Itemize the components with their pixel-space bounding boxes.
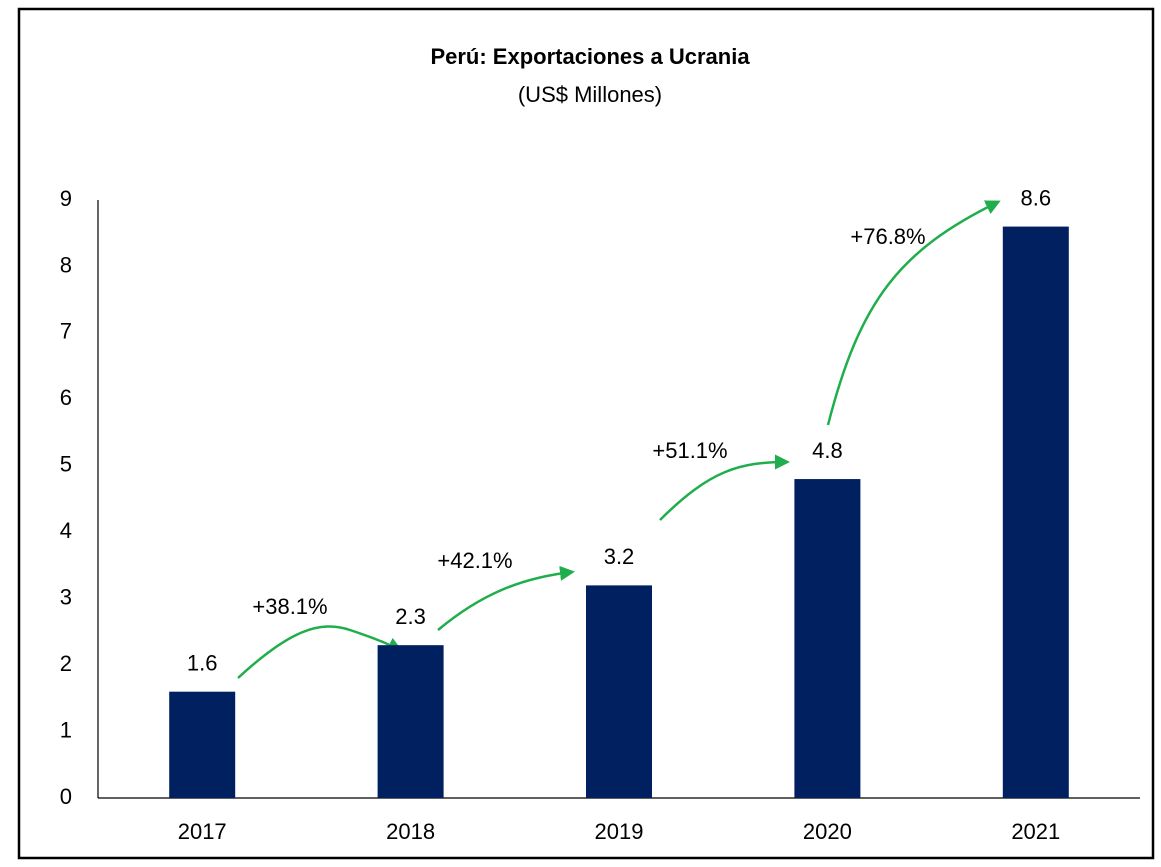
growth-label: +38.1%: [252, 594, 327, 619]
data-label: 4.8: [812, 438, 843, 463]
chart-subtitle: (US$ Millones): [518, 82, 662, 107]
y-tick-label: 3: [60, 584, 72, 609]
frame: [17, 7, 1155, 860]
x-tick-label: 2018: [386, 819, 435, 844]
growth-label: +42.1%: [437, 548, 512, 573]
y-tick-label: 7: [60, 319, 72, 344]
bar: [586, 585, 652, 798]
x-tick-label: 2019: [595, 819, 644, 844]
x-tick-label: 2020: [803, 819, 852, 844]
y-tick-label: 2: [60, 651, 72, 676]
bar: [1002, 226, 1069, 799]
x-tick-label: 2017: [178, 819, 227, 844]
data-label: 8.6: [1021, 185, 1052, 210]
bar: [169, 691, 236, 798]
data-label: 2.3: [395, 604, 426, 629]
growth-arrow: [437, 565, 575, 631]
growth-arrow: [237, 625, 403, 679]
chart-title: Perú: Exportaciones a Ucrania: [430, 44, 750, 69]
y-tick-label: 4: [60, 518, 72, 543]
data-label: 3.2: [604, 544, 635, 569]
y-tick-label: 5: [60, 452, 72, 477]
y-tick-label: 6: [60, 385, 72, 410]
growth-label: +51.1%: [652, 438, 727, 463]
y-tick-label: 8: [60, 252, 72, 277]
x-tick-label: 2021: [1011, 819, 1060, 844]
y-tick-label: 1: [60, 717, 72, 742]
bar: [794, 479, 861, 798]
y-tick-label: 9: [60, 186, 72, 211]
growth-arrow: [826, 200, 1001, 426]
bar: [377, 645, 444, 798]
growth-label: +76.8%: [850, 224, 925, 249]
data-label: 1.6: [187, 651, 218, 676]
y-tick-label: 0: [60, 784, 72, 809]
growth-arrow: [659, 454, 790, 521]
